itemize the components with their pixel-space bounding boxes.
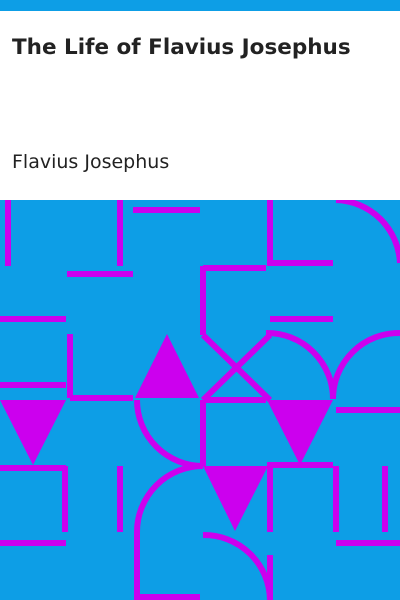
top-accent-bar	[0, 0, 400, 11]
pattern-artwork	[0, 200, 400, 600]
book-title: The Life of Flavius Josephus	[12, 35, 351, 60]
cover-pattern	[0, 200, 400, 600]
book-author: Flavius Josephus	[12, 151, 170, 173]
